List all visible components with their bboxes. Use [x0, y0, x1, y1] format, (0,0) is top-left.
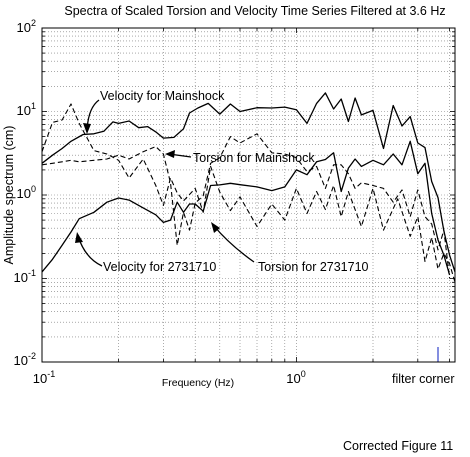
annotation-velocity-2731710: Velocity for 2731710	[103, 260, 216, 274]
x-axis-label: Frequency (Hz)	[162, 377, 234, 389]
arrowhead-torsion-2731710	[211, 222, 220, 233]
annotation-velocity-mainshock: Velocity for Mainshock	[100, 89, 225, 103]
chart-title: Spectra of Scaled Torsion and Velocity T…	[64, 4, 445, 18]
arrowhead-torsion-mainshock	[165, 150, 175, 158]
y-tick-label-0.01: 10-2	[14, 351, 36, 368]
grid	[41, 28, 455, 363]
annotation-filter-corner: filter corner	[392, 372, 455, 386]
x-tick-label-0.1: 10-1	[33, 369, 55, 386]
y-tick-label-0.1: 10-1	[14, 268, 36, 285]
y-axis-label: Amplitude spectrum (cm)	[2, 126, 16, 265]
series-line-velocity-for-2731710	[41, 140, 451, 276]
series-line-torsion-for-mainshock	[41, 103, 456, 283]
annotation-torsion-2731710: Torsion for 2731710	[258, 260, 369, 274]
series-line-torsion-for-2731710	[41, 133, 451, 279]
y-tick-label-100: 102	[17, 18, 36, 35]
y-tick-labels: 102 101 100 10-1 10-2	[14, 18, 36, 368]
annotation-torsion-mainshock: Torsion for Mainshock	[193, 151, 315, 165]
arrowhead-velocity-mainshock	[83, 123, 91, 134]
series-line-velocity-for-mainshock	[41, 92, 456, 273]
y-tick-label-1: 100	[17, 184, 36, 201]
series-layer	[41, 92, 456, 362]
x-tick-label-1: 100	[286, 369, 305, 386]
y-tick-label-10: 101	[17, 101, 36, 118]
figure-caption: Corrected Figure 11	[343, 439, 453, 453]
arrowhead-velocity-2731710	[75, 232, 83, 243]
plot-frame	[41, 27, 456, 363]
annotations: Velocity for Mainshock Torsion for Mains…	[75, 89, 455, 386]
